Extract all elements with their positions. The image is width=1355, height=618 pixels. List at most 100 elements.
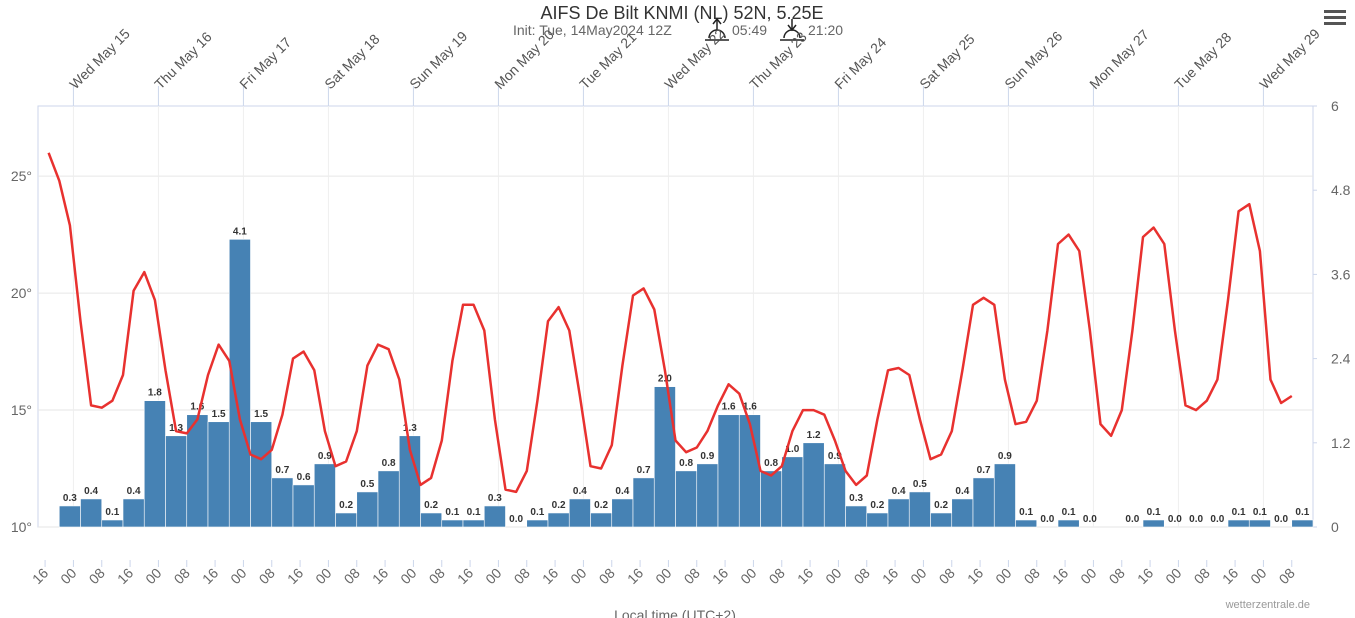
precip-bar xyxy=(845,505,868,528)
x-tick-label: 16 xyxy=(114,565,136,587)
x-tick-label: 08 xyxy=(766,565,788,587)
bar-value-label: 1.0 xyxy=(785,444,799,455)
day-label: Fri May 24 xyxy=(831,34,889,92)
y-tick-label: 15° xyxy=(11,402,32,418)
precip-bar xyxy=(653,386,676,528)
x-tick-label: 16 xyxy=(624,565,646,587)
bar-value-label: 0.9 xyxy=(700,451,714,462)
precip-bar xyxy=(1057,519,1080,528)
x-tick-label: 00 xyxy=(737,565,759,587)
precip-bar xyxy=(1142,519,1165,528)
bar-value-label: 0.9 xyxy=(998,451,1012,462)
precip-bar xyxy=(717,414,740,528)
x-tick-label: 00 xyxy=(1247,565,1269,587)
precip-bar xyxy=(58,505,81,528)
x-tick-label: 08 xyxy=(1191,565,1213,587)
bar-value-label: 0.2 xyxy=(870,500,884,511)
day-label: Sun May 19 xyxy=(406,28,470,92)
y-tick-label: 10° xyxy=(11,519,32,535)
bar-value-label: 0.0 xyxy=(1210,514,1224,525)
x-tick-label: 16 xyxy=(539,565,561,587)
bar-value-label: 0.5 xyxy=(360,479,374,490)
bar-value-label: 0.8 xyxy=(764,458,778,469)
day-label: Thu May 16 xyxy=(151,28,215,92)
x-tick-label: 00 xyxy=(567,565,589,587)
day-label: Tue May 28 xyxy=(1171,29,1234,92)
x-tick-label: 00 xyxy=(1077,565,1099,587)
x-tick-label: 08 xyxy=(171,565,193,587)
x-tick-label: 16 xyxy=(284,565,306,587)
x-tick-label: 00 xyxy=(1162,565,1184,587)
precip-bar xyxy=(887,498,910,528)
precip-bar xyxy=(186,414,209,528)
bar-value-label: 0.0 xyxy=(1274,514,1288,525)
x-tick-label: 00 xyxy=(822,565,844,587)
precip-bar xyxy=(462,519,485,528)
x-tick-label: 08 xyxy=(1276,565,1298,587)
x-tick-label: 08 xyxy=(511,565,533,587)
sunrise-icon xyxy=(705,17,729,41)
y2-tick-label: 6 xyxy=(1331,98,1339,114)
x-tick-label: 08 xyxy=(681,565,703,587)
x-tick-label: 16 xyxy=(794,565,816,587)
x-tick-label: 16 xyxy=(1134,565,1156,587)
menu-bar[interactable] xyxy=(1324,16,1346,19)
precip-bar xyxy=(1291,519,1314,528)
precip-bar xyxy=(951,498,974,528)
precip-bar xyxy=(823,463,846,528)
bar-value-label: 0.4 xyxy=(615,486,629,497)
bar-value-label: 0.8 xyxy=(679,458,693,469)
x-tick-label: 08 xyxy=(256,565,278,587)
bar-value-label: 0.1 xyxy=(1295,507,1309,518)
bar-value-label: 0.3 xyxy=(63,493,77,504)
bar-value-label: 0.0 xyxy=(1125,514,1139,525)
sunset-time: 21:20 xyxy=(808,22,843,38)
precip-bar xyxy=(377,470,400,528)
x-tick-label: 16 xyxy=(1219,565,1241,587)
chart-title: AIFS De Bilt KNMI (NL) 52N, 5.25E xyxy=(540,3,823,23)
precip-bar xyxy=(101,519,124,528)
menu-button[interactable] xyxy=(1320,6,1350,30)
bar-value-label: 1.6 xyxy=(743,402,757,413)
x-tick-label: 00 xyxy=(397,565,419,587)
precip-bar xyxy=(547,512,570,528)
bar-value-label: 0.1 xyxy=(1147,507,1161,518)
x-tick-label: 00 xyxy=(482,565,504,587)
bar-value-label: 0.1 xyxy=(1232,507,1246,518)
precip-bar xyxy=(271,477,294,528)
x-tick-label: 16 xyxy=(1049,565,1071,587)
day-label: Wed May 29 xyxy=(1256,25,1323,92)
bar-value-label: 0.1 xyxy=(1019,507,1033,518)
x-tick-label: 08 xyxy=(1021,565,1043,587)
bar-value-label: 0.2 xyxy=(594,500,608,511)
precip-bar xyxy=(292,484,315,528)
menu-bar[interactable] xyxy=(1324,22,1346,25)
precip-bar xyxy=(122,498,145,528)
y2-tick-label: 1.2 xyxy=(1331,435,1351,451)
bar-value-label: 0.2 xyxy=(552,500,566,511)
precip-bar xyxy=(228,239,251,528)
bar-value-label: 0.2 xyxy=(424,500,438,511)
precip-bar xyxy=(356,491,379,528)
precip-bar xyxy=(696,463,719,528)
bar-value-label: 0.1 xyxy=(445,507,459,518)
bar-value-label: 0.0 xyxy=(1083,514,1097,525)
precip-bar xyxy=(590,512,613,528)
x-tick-label: 16 xyxy=(369,565,391,587)
precip-bar xyxy=(632,477,655,528)
bar-value-label: 0.2 xyxy=(934,500,948,511)
bar-value-label: 0.3 xyxy=(849,493,863,504)
bar-value-label: 0.4 xyxy=(573,486,587,497)
x-tick-label: 00 xyxy=(312,565,334,587)
precip-bar xyxy=(420,512,443,528)
x-tick-label: 16 xyxy=(709,565,731,587)
x-tick-label: 16 xyxy=(199,565,221,587)
x-tick-label: 08 xyxy=(851,565,873,587)
precip-bar xyxy=(930,512,953,528)
bar-value-label: 0.7 xyxy=(637,465,651,476)
menu-bar[interactable] xyxy=(1324,10,1346,13)
x-tick-label: 08 xyxy=(86,565,108,587)
precip-bar xyxy=(760,470,783,528)
bar-value-label: 0.4 xyxy=(955,486,969,497)
precip-bar xyxy=(313,463,336,528)
